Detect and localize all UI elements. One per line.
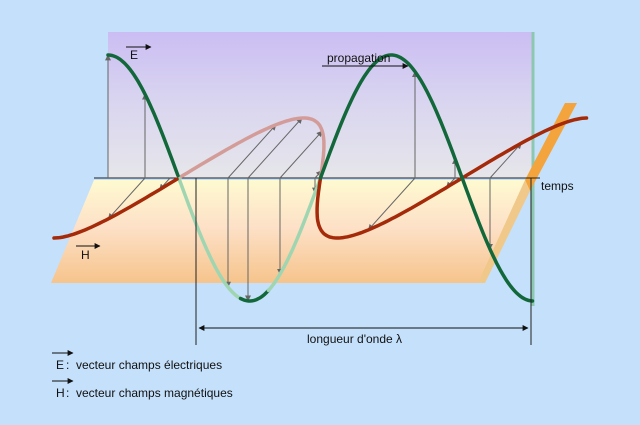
magnetic-field-vector — [227, 124, 277, 179]
horizontal-plane-edge-front — [478, 180, 530, 283]
magnetic-field-vector — [107, 177, 146, 220]
magnetic-wave-faded — [177, 116, 326, 180]
field-vectors — [105, 54, 522, 302]
legend: E : vecteur champs électriques H : vecte… — [52, 350, 233, 400]
electric-wave-faded — [266, 176, 323, 293]
legend-item-magnetic: H : vecteur champs magnétiques — [52, 378, 233, 400]
magnetic-field-vector — [489, 142, 522, 179]
electric-wave — [318, 53, 535, 303]
legend-h-description: : vecteur champs magnétiques — [66, 386, 233, 400]
wavelength-label: longueur d'onde λ — [307, 332, 402, 346]
wavelength-label-bg — [302, 329, 422, 346]
magnetic-wave — [315, 116, 589, 240]
wave-curves — [52, 53, 589, 303]
time-axis-label: temps — [541, 179, 574, 193]
propagation-label: propagation — [327, 51, 390, 65]
magnetic-field-vector — [247, 117, 303, 179]
legend-e-symbol: E — [56, 358, 64, 372]
horizontal-plane — [51, 180, 532, 283]
electric-wave — [106, 53, 180, 178]
legend-item-electric: E : vecteur champs électriques — [52, 350, 222, 372]
horizontal-plane-edge-right — [525, 103, 577, 191]
legend-e-description: : vecteur champs électriques — [66, 358, 222, 372]
magnetic-wave — [52, 177, 179, 240]
electric-wave-trough — [238, 288, 271, 303]
magnetic-field-vector — [279, 130, 323, 179]
magnetic-field-vector — [367, 177, 416, 231]
legend-h-symbol: H — [56, 386, 65, 400]
electric-wave-faded — [177, 176, 241, 300]
vertical-plane — [108, 32, 533, 178]
e-vector-label: E — [130, 48, 138, 62]
h-vector-label: H — [81, 248, 90, 262]
